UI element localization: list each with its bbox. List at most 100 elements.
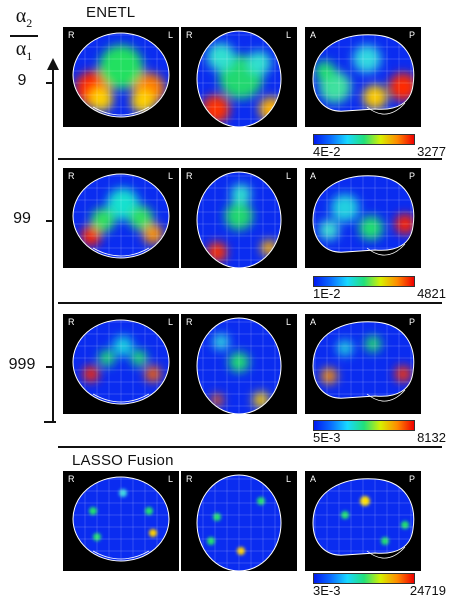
activation-blob <box>213 513 221 521</box>
activation-blob <box>365 336 381 352</box>
activation-blob <box>145 366 161 382</box>
activation-blob <box>229 352 249 372</box>
colorbar-max-label: 8132 <box>417 430 446 445</box>
orientation-label-right: L <box>285 171 291 181</box>
colorbar-row-3 <box>313 420 415 431</box>
brain-slice-sagittal <box>312 478 415 559</box>
activation-blob <box>331 194 359 222</box>
orientation-label-left: A <box>310 474 317 484</box>
colorbar-min-label: 3E-3 <box>313 583 341 598</box>
orientation-label-left: R <box>186 317 193 327</box>
separator-line-3 <box>58 446 442 448</box>
activation-blob <box>113 336 133 356</box>
orientation-label-right: L <box>167 474 173 484</box>
colorbar-row-1 <box>313 134 415 145</box>
ratio-axis <box>52 68 54 422</box>
activation-blob <box>145 507 153 515</box>
orientation-label-right: L <box>285 474 291 484</box>
activation-blob <box>81 226 101 246</box>
separator-line-1 <box>58 158 442 160</box>
activation-blob <box>149 529 157 537</box>
orientation-label-left: R <box>186 171 193 181</box>
activation-blob <box>319 220 339 240</box>
orientation-label-left: R <box>68 30 75 40</box>
activation-blob <box>395 214 414 234</box>
activation-blob <box>213 334 229 350</box>
orientation-label-right: P <box>408 317 415 327</box>
ratio-numerator-symbol: α <box>15 5 27 27</box>
tick-label-999: 999 <box>8 356 36 373</box>
orientation-label-right: L <box>285 317 291 327</box>
activation-blob <box>315 61 335 81</box>
separator-line-2 <box>58 302 442 304</box>
ratio-fraction-bar <box>10 35 38 37</box>
orientation-label-right: L <box>285 30 291 40</box>
orientation-label-right: L <box>167 317 173 327</box>
activation-blob <box>131 350 147 366</box>
activation-blob <box>99 350 115 366</box>
ratio-denominator-symbol: α <box>15 37 27 60</box>
section-title-lasso-fusion: LASSO Fusion <box>72 452 174 469</box>
axis-end-tick <box>44 421 56 423</box>
activation-blob <box>83 366 99 382</box>
orientation-label-left: R <box>68 171 75 181</box>
orientation-label-right: L <box>167 171 173 181</box>
ratio-numerator-sub: 2 <box>26 16 33 30</box>
colorbar-max-label: 3277 <box>417 144 446 159</box>
activation-blob <box>129 206 153 230</box>
ratio-numerator: α2 <box>4 6 44 33</box>
orientation-label-left: R <box>186 474 193 484</box>
activation-blob <box>257 497 265 505</box>
activation-blob <box>225 202 253 230</box>
orientation-label-right: L <box>167 30 173 40</box>
activation-blob <box>360 496 370 506</box>
colorbar-min-label: 4E-2 <box>313 144 341 159</box>
ratio-denominator: α1 <box>4 39 44 66</box>
axis-arrow-icon <box>47 58 59 70</box>
ratio-denominator-sub: 1 <box>26 48 33 63</box>
colorbar-row-4 <box>313 573 415 584</box>
brain-slice-sagittal <box>312 34 415 115</box>
activation-blob <box>207 242 227 262</box>
tick-99 <box>46 220 53 222</box>
ratio-label: α2 α1 <box>4 6 44 66</box>
orientation-label-left: A <box>310 317 317 327</box>
activation-blob <box>337 340 353 356</box>
activation-blob <box>395 366 411 382</box>
orientation-label-left: A <box>310 171 317 181</box>
section-title-enetl: ENETL <box>86 4 136 21</box>
activation-blob <box>131 89 155 113</box>
orientation-label-right: P <box>408 30 415 40</box>
activation-blob <box>119 489 127 497</box>
activation-blob <box>353 45 381 73</box>
brain-slice-axial <box>196 171 282 268</box>
tick-999 <box>46 366 53 368</box>
tick-label-99: 99 <box>13 210 31 227</box>
brain-slice-coronal <box>72 319 170 405</box>
activation-blob <box>359 216 383 240</box>
colorbar-max-label: 4821 <box>417 286 446 301</box>
activation-blob <box>93 533 101 541</box>
brain-slice-coronal <box>72 476 170 562</box>
orientation-label-right: P <box>408 474 415 484</box>
colorbar-min-label: 5E-3 <box>313 430 341 445</box>
activation-blob <box>253 392 269 408</box>
brain-slice-coronal <box>72 32 170 118</box>
orientation-label-right: P <box>408 171 415 181</box>
tick-label-9: 9 <box>17 72 27 89</box>
activation-blob <box>321 368 337 384</box>
colorbar-min-label: 1E-2 <box>313 286 341 301</box>
brain-slice-sagittal <box>312 175 415 256</box>
activation-blob <box>381 537 389 545</box>
brain-slice-coronal <box>72 173 170 259</box>
